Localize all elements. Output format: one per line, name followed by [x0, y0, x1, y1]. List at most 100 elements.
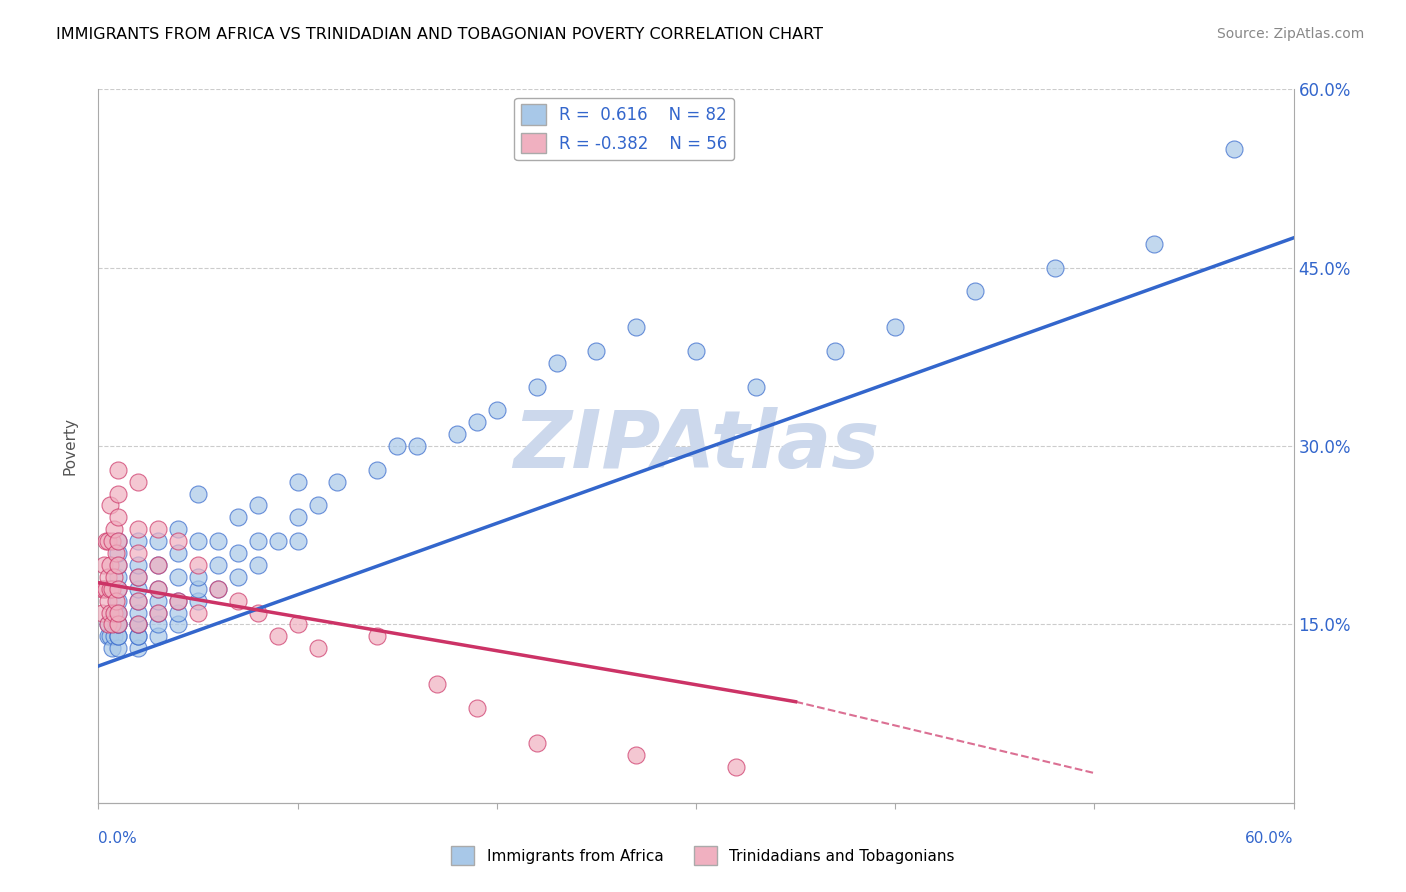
Point — [107, 582, 129, 596]
Point — [107, 558, 129, 572]
Point — [526, 379, 548, 393]
Point — [187, 582, 209, 596]
Point — [107, 617, 129, 632]
Point — [187, 558, 209, 572]
Point — [127, 617, 149, 632]
Point — [105, 617, 128, 632]
Point — [207, 582, 229, 596]
Point — [107, 629, 129, 643]
Point — [127, 593, 149, 607]
Point — [1043, 260, 1066, 275]
Point — [267, 534, 290, 549]
Point — [307, 641, 329, 656]
Point — [167, 534, 190, 549]
Point — [97, 570, 120, 584]
Point — [167, 522, 190, 536]
Point — [103, 570, 125, 584]
Point — [98, 558, 122, 572]
Point — [127, 629, 149, 643]
Point — [148, 606, 170, 620]
Point — [101, 641, 124, 656]
Point — [1143, 236, 1166, 251]
Point — [465, 415, 488, 429]
Point — [366, 629, 388, 643]
Point — [103, 629, 125, 643]
Point — [187, 486, 209, 500]
Point — [107, 617, 129, 632]
Point — [385, 439, 409, 453]
Point — [97, 593, 120, 607]
Point — [107, 486, 129, 500]
Point — [226, 593, 249, 607]
Point — [93, 558, 115, 572]
Point — [824, 343, 846, 358]
Point — [287, 617, 309, 632]
Point — [127, 475, 149, 489]
Point — [127, 617, 149, 632]
Point — [246, 606, 269, 620]
Legend: Immigrants from Africa, Trinidadians and Tobagonians: Immigrants from Africa, Trinidadians and… — [446, 840, 960, 871]
Point — [98, 629, 122, 643]
Text: ZIPAtlas: ZIPAtlas — [513, 407, 879, 485]
Point — [127, 522, 149, 536]
Point — [148, 582, 170, 596]
Point — [91, 606, 114, 620]
Point — [127, 534, 149, 549]
Point — [287, 510, 309, 524]
Point — [148, 558, 170, 572]
Point — [685, 343, 707, 358]
Point — [167, 546, 190, 560]
Point — [167, 593, 190, 607]
Point — [307, 499, 329, 513]
Point — [101, 534, 124, 549]
Point — [226, 570, 249, 584]
Point — [226, 546, 249, 560]
Point — [148, 522, 170, 536]
Point — [127, 582, 149, 596]
Point — [101, 617, 124, 632]
Point — [187, 570, 209, 584]
Point — [105, 606, 128, 620]
Point — [107, 606, 129, 620]
Point — [96, 534, 118, 549]
Point — [207, 582, 229, 596]
Point — [98, 606, 122, 620]
Point — [724, 760, 747, 774]
Point — [148, 558, 170, 572]
Point — [485, 403, 508, 417]
Point — [97, 617, 120, 632]
Text: 60.0%: 60.0% — [1246, 831, 1294, 847]
Point — [546, 356, 568, 370]
Point — [167, 570, 190, 584]
Point — [107, 546, 129, 560]
Point — [207, 534, 229, 549]
Point — [446, 427, 468, 442]
Point — [148, 534, 170, 549]
Point — [246, 558, 269, 572]
Text: 0.0%: 0.0% — [98, 831, 138, 847]
Point — [127, 570, 149, 584]
Point — [167, 617, 190, 632]
Point — [101, 582, 124, 596]
Point — [745, 379, 768, 393]
Point — [426, 677, 449, 691]
Point — [246, 534, 269, 549]
Point — [98, 582, 122, 596]
Point — [526, 736, 548, 750]
Point — [326, 475, 349, 489]
Point — [148, 629, 170, 643]
Text: IMMIGRANTS FROM AFRICA VS TRINIDADIAN AND TOBAGONIAN POVERTY CORRELATION CHART: IMMIGRANTS FROM AFRICA VS TRINIDADIAN AN… — [56, 27, 824, 42]
Point — [626, 748, 648, 763]
Legend: R =  0.616    N = 82, R = -0.382    N = 56: R = 0.616 N = 82, R = -0.382 N = 56 — [515, 97, 734, 160]
Point — [366, 463, 388, 477]
Point — [406, 439, 429, 453]
Point — [107, 593, 129, 607]
Point — [148, 617, 170, 632]
Point — [465, 700, 488, 714]
Point — [884, 320, 907, 334]
Point — [107, 617, 129, 632]
Point — [107, 606, 129, 620]
Point — [167, 606, 190, 620]
Point — [127, 593, 149, 607]
Point — [96, 582, 118, 596]
